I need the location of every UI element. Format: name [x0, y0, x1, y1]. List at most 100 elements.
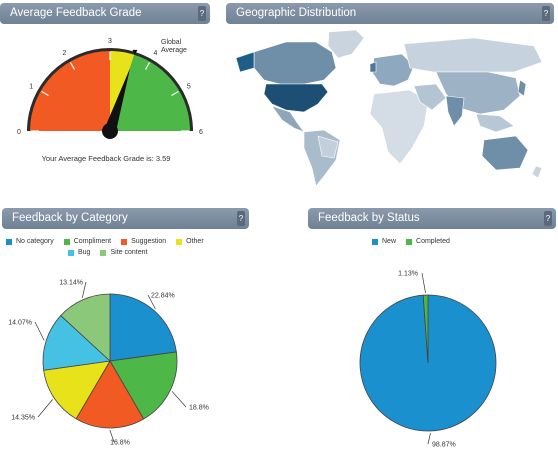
legend-swatch — [176, 238, 183, 245]
legend-label: Suggestion — [131, 238, 167, 245]
legend-swatch — [406, 238, 413, 245]
legend-label: Other — [186, 238, 204, 245]
pie-data-label: 16.8% — [110, 440, 130, 447]
status-panel: Feedback by Status ? New Completed 98.87%… — [306, 205, 558, 453]
gauge-segment-low — [30, 51, 110, 131]
map-japan[interactable] — [517, 79, 527, 97]
legend-item[interactable]: Completed — [406, 236, 450, 247]
pie-leader-line — [147, 294, 156, 310]
map-russia[interactable] — [403, 37, 543, 73]
category-title: Feedback by Category — [12, 212, 128, 224]
status-help-button[interactable]: ? — [544, 211, 552, 226]
legend-swatch — [372, 238, 378, 245]
category-header: Feedback by Category ? — [2, 208, 249, 229]
legend-label: New — [382, 238, 397, 245]
gauge-tick-label: 2 — [63, 50, 67, 57]
status-legend: New Completed — [372, 236, 552, 247]
gauge-tick-label: 4 — [154, 50, 158, 57]
gauge-segment-high — [110, 54, 190, 131]
pie-leader-line — [109, 429, 115, 443]
map-australia[interactable] — [481, 135, 529, 171]
pie-data-label: 14.35% — [11, 415, 35, 422]
map-africa[interactable] — [369, 89, 429, 165]
category-pie-chart: 22.84% 18.8% 16.8% 14.35% 14.07% 13.14% — [8, 280, 209, 447]
legend-label: Compliment — [73, 238, 112, 245]
grade-title: Average Feedback Grade — [10, 7, 142, 19]
grade-help-button[interactable]: ? — [198, 6, 206, 21]
category-legend: No category Compliment Suggestion Other Bug S… — [6, 236, 251, 258]
legend-item[interactable]: New — [372, 236, 396, 247]
legend-item[interactable]: Suggestion — [121, 236, 166, 247]
pie-data-label: 98.87% — [432, 442, 456, 449]
geo-header: Geographic Distribution ? — [226, 3, 554, 24]
legend-label: No category — [16, 238, 54, 245]
geo-panel: Geographic Distribution ? — [224, 0, 558, 190]
legend-swatch — [121, 238, 128, 245]
status-pie-chart: 98.87% 1.13% — [359, 271, 497, 449]
gauge-needle — [104, 68, 131, 133]
legend-item[interactable]: Site content — [100, 247, 147, 258]
pie-slice[interactable] — [109, 351, 178, 420]
legend-label: Completed — [416, 238, 450, 245]
status-title: Feedback by Status — [318, 212, 420, 224]
gauge-tick-mark — [41, 90, 49, 97]
legend-item[interactable]: Compliment — [63, 236, 112, 247]
pie-data-label: 14.07% — [8, 320, 32, 327]
pie-leader-line — [34, 321, 45, 341]
pie-leader-line — [427, 432, 431, 445]
pie-leader-line — [171, 391, 187, 408]
pie-slice[interactable] — [43, 360, 111, 420]
map-new-zealand[interactable] — [531, 165, 543, 179]
map-middle-east[interactable] — [413, 83, 447, 111]
gauge-hub — [102, 123, 118, 139]
gauge-tick-mark — [69, 62, 76, 70]
status-header: Feedback by Status ? — [308, 208, 556, 229]
map-alaska[interactable] — [235, 51, 255, 73]
pie-data-label: 1.13% — [398, 271, 418, 278]
map-europe[interactable] — [371, 53, 415, 87]
map-se-asia[interactable] — [475, 113, 515, 133]
pie-leader-line — [421, 272, 426, 294]
global-average-marker — [132, 49, 138, 55]
category-help-button[interactable]: ? — [237, 211, 245, 226]
gauge-tick-label: 3 — [108, 38, 112, 45]
pie-leader-line — [37, 399, 53, 418]
pie-slice[interactable] — [422, 294, 429, 364]
legend-swatch — [100, 249, 107, 256]
grade-panel: Average Feedback Grade ? 0 1 2 3 4 5 6 Global Av… — [0, 0, 212, 190]
map-india[interactable] — [445, 95, 465, 127]
gauge-tick-label: 0 — [17, 129, 21, 136]
legend-item[interactable]: Bug — [68, 247, 90, 258]
pie-slice[interactable] — [109, 293, 177, 362]
legend-item[interactable]: Other — [176, 236, 204, 247]
legend-swatch — [68, 249, 74, 256]
map-uk[interactable] — [369, 61, 377, 73]
map-canada[interactable] — [253, 41, 337, 85]
map-greenland[interactable] — [327, 29, 365, 59]
gauge-tick-mark — [171, 90, 179, 97]
pie-slice[interactable] — [60, 293, 111, 362]
gauge-tick-label: 6 — [199, 129, 203, 136]
pie-slice[interactable] — [75, 360, 145, 429]
map-usa[interactable] — [263, 83, 329, 113]
pie-data-label: 13.14% — [59, 280, 83, 287]
global-average-label-line1: Global — [161, 39, 182, 46]
map-brazil[interactable] — [317, 135, 339, 159]
geo-help-button[interactable]: ? — [542, 6, 550, 21]
pie-slice[interactable] — [42, 315, 111, 371]
global-average-label-line2: Average — [161, 47, 187, 54]
pie-data-label: 22.84% — [151, 293, 175, 300]
pie-leader-line — [81, 281, 87, 298]
world-map[interactable] — [224, 28, 558, 188]
gauge-tick-label: 5 — [187, 84, 191, 91]
gauge-tick-mark — [144, 62, 151, 70]
legend-swatch — [63, 238, 70, 245]
legend-item[interactable]: No category — [6, 236, 54, 247]
pie-data-label: 18.8% — [189, 405, 209, 412]
geo-title: Geographic Distribution — [236, 7, 357, 19]
grade-caption: Your Average Feedback Grade is: 3.59 — [41, 154, 171, 163]
legend-label: Site content — [110, 249, 148, 256]
legend-swatch — [6, 238, 12, 245]
category-panel: Feedback by Category ? No category Compli… — [0, 205, 252, 453]
